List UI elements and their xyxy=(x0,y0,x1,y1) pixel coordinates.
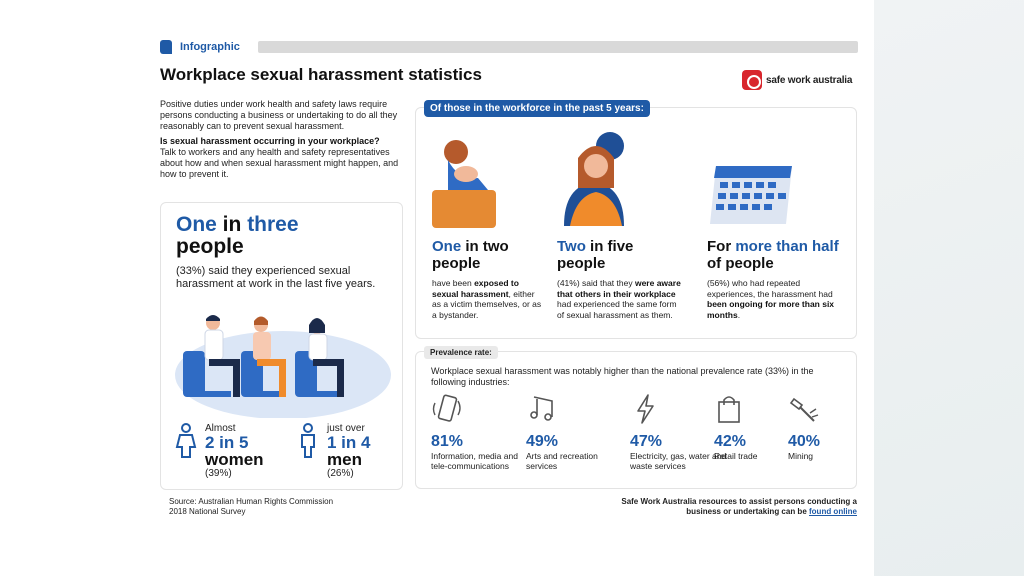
resources-note: Safe Work Australia resources to assist … xyxy=(587,497,857,517)
men-prefix: just over xyxy=(327,423,365,434)
calendar-illustration xyxy=(710,166,792,224)
music-icon xyxy=(530,396,553,421)
intro-paragraph-2: Talk to workers and any health and safet… xyxy=(160,147,399,179)
prevalence-card xyxy=(415,351,857,489)
logo-text: safe work australia xyxy=(766,74,853,86)
source-line-1: Source: Australian Human Rights Commissi… xyxy=(169,497,334,506)
industry-arts: 49% Arts and recreation services xyxy=(526,393,626,471)
industry-percent: 81% xyxy=(431,433,464,450)
stat-people: people xyxy=(176,235,244,258)
col1-desc-a: have been xyxy=(432,278,475,288)
logo: safe work australia xyxy=(742,70,852,90)
industry-mining: 40% Mining xyxy=(788,393,888,461)
worried-woman-illustration xyxy=(564,132,624,226)
stat-in: in xyxy=(216,213,248,236)
column-1-stat: One in two people xyxy=(432,238,542,272)
industry-label: Information, media and tele-communicatio… xyxy=(431,451,518,471)
industry-percent: 40% xyxy=(788,433,821,450)
prevalence-description: Workplace sexual harassment was notably … xyxy=(431,366,814,387)
industry-electricity: 47% Electricity, gas, water and waste se… xyxy=(630,393,730,471)
source-line-2: 2018 National Survey xyxy=(169,507,246,516)
men-stat-value: 1 in 4 xyxy=(327,434,370,451)
women-label: women xyxy=(205,450,264,469)
industry-label: Retail trade xyxy=(714,451,758,461)
stat-column-1: One in two people have been exposed to se… xyxy=(432,238,542,320)
workforce-header: Of those in the workforce in the past 5 … xyxy=(424,100,650,117)
column-1-description: have been exposed to sexual harassment, … xyxy=(432,278,542,320)
shopping-bag-icon xyxy=(718,396,740,423)
header-bar xyxy=(258,41,858,53)
women-stat: Almost 2 in 5 women (39%) xyxy=(175,423,264,479)
col1-desc-b: exposed to sexual harassment xyxy=(432,278,519,299)
men-percent: (26%) xyxy=(327,468,354,479)
column-1-one: One xyxy=(432,238,462,255)
col3-desc-c: . xyxy=(737,309,741,320)
industry-retail: 42% Retail trade xyxy=(714,393,814,461)
women-ratio: 2 in 5 xyxy=(205,433,249,452)
industry-label: Arts and recreation services xyxy=(526,451,598,471)
stat-one: One xyxy=(176,213,217,236)
women-stat-value: 2 in 5 xyxy=(205,434,264,451)
column-3-description: (56%) who had repeated experiences, the … xyxy=(707,278,842,320)
column-3-more-than-half: more than half xyxy=(735,238,839,255)
industry-percent: 49% xyxy=(526,433,559,450)
industry-percent: 47% xyxy=(630,433,663,450)
intro-paragraph: Positive duties under work health and sa… xyxy=(160,99,398,131)
industry-label: Mining xyxy=(788,451,814,461)
source-note: Source: Australian Human Rights Commissi… xyxy=(169,497,333,517)
industry-percent: 42% xyxy=(714,433,747,450)
intro-question: Is sexual harassment occurring in your w… xyxy=(160,136,380,146)
man-icon xyxy=(301,423,315,458)
header-tag: Infographic xyxy=(160,40,240,54)
women-percent: (39%) xyxy=(205,468,232,479)
column-1-people: people xyxy=(432,255,481,272)
big-stat-description: (33%) said they experienced sexual haras… xyxy=(176,265,376,290)
page-title: Workplace sexual harassment statistics xyxy=(160,65,482,84)
col3-desc-b: been ongoing for more than six months xyxy=(707,299,835,320)
column-3-stat: For more than half of people xyxy=(707,238,842,272)
women-prefix: Almost xyxy=(205,423,236,434)
safe-work-logo-icon xyxy=(742,70,762,90)
column-3-for: For xyxy=(707,238,736,255)
prevalence-tag: Prevalence rate: xyxy=(424,346,498,359)
intro-question-block: Is sexual harassment occurring in your w… xyxy=(160,136,400,180)
found-online-link[interactable]: found online xyxy=(809,507,857,516)
phone-icon xyxy=(432,394,461,422)
resources-text: Safe Work Australia resources to assist … xyxy=(621,497,857,516)
industry-label: Electricity, gas, water and waste servic… xyxy=(630,451,727,471)
column-2-two: Two xyxy=(557,238,586,255)
background-stripe xyxy=(874,0,1024,576)
sad-woman-illustration xyxy=(432,140,496,228)
stat-three: three xyxy=(247,213,299,236)
col2-desc-a: (41%) said that they xyxy=(557,278,635,288)
col2-desc-b: were aware that others in their workplac… xyxy=(557,278,681,299)
men-label: men xyxy=(327,450,362,469)
stat-column-2: Two in five people (41%) said that they w… xyxy=(557,238,682,320)
big-stat: One in three people xyxy=(176,214,299,258)
col2-desc-c: had experienced the same form of sexual … xyxy=(557,299,677,320)
column-2-people: people xyxy=(557,255,606,272)
bookmark-icon xyxy=(160,40,172,54)
stat-column-3: For more than half of people (56%) who h… xyxy=(707,238,842,320)
column-2-stat: Two in five people xyxy=(557,238,682,272)
column-1-in-two: in two xyxy=(461,238,509,255)
header-tag-label: Infographic xyxy=(180,41,240,53)
col3-desc-a: (56%) who had repeated experiences, the … xyxy=(707,278,833,299)
industry-information: 81% Information, media and tele-communic… xyxy=(431,393,531,471)
lightning-icon xyxy=(637,394,654,424)
drill-icon xyxy=(789,397,819,422)
people-sitting-illustration xyxy=(175,315,391,418)
woman-icon xyxy=(175,423,197,458)
men-stat: just over 1 in 4 men (26%) xyxy=(297,423,370,479)
col1-desc-c: , either as a victim themselves, or as a… xyxy=(432,288,542,320)
intro-text: Positive duties under work health and sa… xyxy=(160,99,400,180)
column-2-in-five: in five xyxy=(585,238,634,255)
column-2-description: (41%) said that they were aware that oth… xyxy=(557,278,682,320)
men-ratio: 1 in 4 xyxy=(327,433,371,452)
column-3-of-people: of people xyxy=(707,255,774,272)
one-in-three-card: One in three people (33%) said they expe… xyxy=(160,202,403,490)
